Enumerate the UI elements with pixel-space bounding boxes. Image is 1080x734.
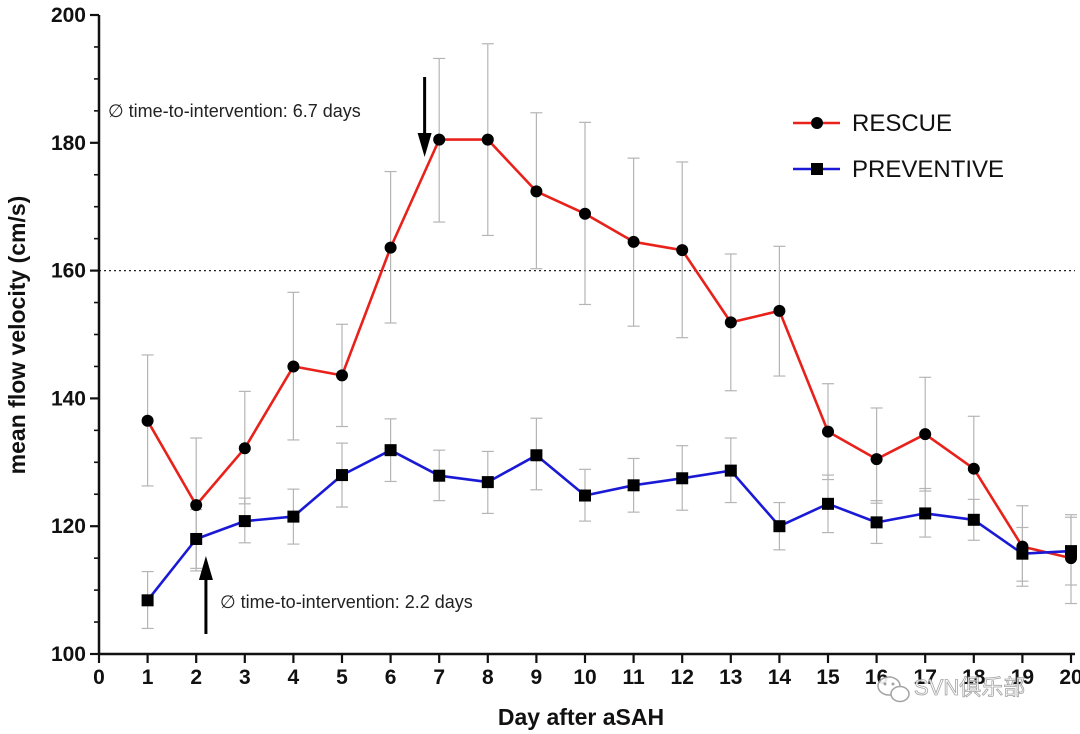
x-tick-label: 18 — [962, 666, 986, 689]
data-point-rescue — [919, 428, 932, 441]
x-axis-title: Day after aSAH — [498, 704, 664, 730]
data-point-rescue — [773, 304, 786, 317]
x-tick-label: 17 — [914, 666, 937, 689]
x-tick-label: 2 — [190, 666, 202, 689]
data-point-rescue — [238, 442, 251, 455]
y-tick-label: 180 — [51, 132, 86, 155]
data-point-rescue — [141, 414, 154, 427]
data-point-preventive — [384, 444, 397, 457]
data-point-preventive — [141, 594, 154, 607]
data-point-rescue — [579, 207, 591, 220]
data-point-rescue — [336, 369, 348, 382]
legend-marker-preventive — [811, 163, 823, 175]
data-point-preventive — [967, 513, 980, 526]
data-point-preventive — [773, 520, 786, 533]
data-point-preventive — [870, 516, 883, 529]
data-point-rescue — [822, 425, 834, 438]
y-axis-title: mean flow velocity (cm/s) — [4, 196, 30, 475]
annotation-preventive-text: ∅ time-to-intervention: 2.2 days — [220, 592, 473, 612]
x-tick-label: 11 — [622, 666, 645, 689]
data-point-preventive — [190, 532, 203, 545]
series-line-preventive — [146, 448, 1072, 602]
data-point-rescue — [967, 462, 980, 475]
data-point-rescue — [287, 360, 300, 373]
legend-item-preventive: PREVENTIVE — [793, 156, 1004, 183]
data-point-preventive — [287, 510, 300, 523]
data-point-preventive — [530, 449, 543, 462]
annotation-rescue: ∅ time-to-intervention: 6.7 days — [108, 77, 432, 157]
data-point-preventive — [1016, 547, 1029, 560]
watermark-text: SVN俱乐部 — [914, 675, 1025, 700]
watermark: SVN俱乐部 — [877, 675, 1026, 703]
wechat-icon — [877, 676, 910, 703]
data-point-preventive — [919, 507, 932, 520]
data-point-rescue — [384, 241, 397, 254]
data-point-preventive — [579, 489, 591, 502]
data-point-rescue — [870, 453, 883, 466]
data-point-preventive — [724, 464, 737, 477]
x-tick-label: 19 — [1011, 666, 1034, 689]
arrow-up-icon — [198, 556, 213, 634]
x-tick-label: 12 — [671, 666, 694, 689]
annotation-preventive: ∅ time-to-intervention: 2.2 days — [198, 556, 473, 634]
x-tick-label: 13 — [719, 666, 742, 689]
y-tick-label: 120 — [51, 515, 86, 538]
series-lines — [146, 138, 1072, 602]
y-tick-label: 100 — [51, 643, 86, 666]
x-tick-label: 20 — [1059, 666, 1080, 689]
data-point-rescue — [676, 244, 689, 257]
x-tick-label: 5 — [336, 666, 348, 689]
x-tick-label: 8 — [482, 666, 494, 689]
data-point-preventive — [676, 472, 689, 485]
x-tick-label: 15 — [816, 666, 840, 689]
x-tick-label: 0 — [93, 666, 105, 689]
data-point-preventive — [822, 497, 834, 510]
data-point-rescue — [627, 235, 640, 248]
arrow-down-icon — [417, 77, 432, 157]
y-tick-label: 160 — [51, 260, 86, 283]
legend-label-preventive: PREVENTIVE — [852, 156, 1004, 183]
x-tick-label: 1 — [142, 666, 154, 689]
x-tick-label: 9 — [531, 666, 543, 689]
data-point-rescue — [530, 185, 543, 198]
data-point-preventive — [238, 515, 251, 528]
x-tick-label: 3 — [239, 666, 251, 689]
data-point-preventive — [481, 476, 494, 489]
y-tick-label: 140 — [51, 387, 86, 410]
x-tick-label: 14 — [768, 666, 792, 689]
legend-marker-rescue — [811, 117, 823, 129]
x-tick-label: 7 — [433, 666, 445, 689]
data-point-preventive — [336, 469, 348, 482]
x-tick-label: 4 — [288, 666, 300, 689]
series-markers — [141, 133, 1077, 607]
annotation-rescue-text: ∅ time-to-intervention: 6.7 days — [108, 101, 361, 121]
data-point-rescue — [724, 316, 737, 329]
data-point-preventive — [1065, 545, 1077, 558]
x-tick-label: 6 — [385, 666, 397, 689]
series-line-rescue — [146, 138, 1072, 560]
data-point-preventive — [433, 469, 446, 482]
legend-item-rescue: RESCUE — [793, 110, 952, 137]
data-point-rescue — [433, 133, 446, 146]
x-tick-label: 10 — [573, 666, 596, 689]
legend-label-rescue: RESCUE — [852, 110, 952, 137]
legend: RESCUE PREVENTIVE — [793, 110, 1004, 183]
data-point-rescue — [190, 499, 203, 512]
y-tick-label: 200 — [51, 4, 86, 27]
data-point-rescue — [481, 133, 494, 146]
data-point-preventive — [627, 479, 640, 492]
